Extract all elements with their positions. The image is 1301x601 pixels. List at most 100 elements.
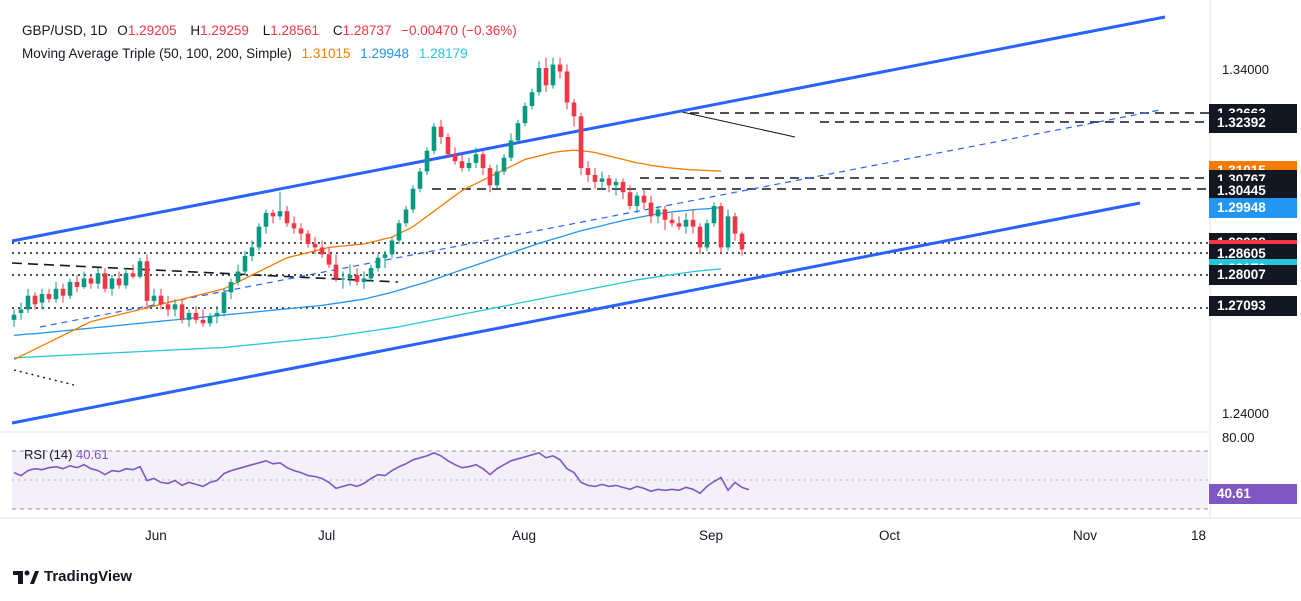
candle <box>683 212 689 234</box>
month-sep: Sep <box>699 528 724 543</box>
candle <box>361 271 367 289</box>
candle <box>39 288 45 310</box>
candle <box>60 283 66 303</box>
ma100-line <box>13 207 722 337</box>
candle <box>312 237 318 255</box>
candle-body <box>515 123 521 141</box>
candle-body <box>550 64 556 86</box>
candle <box>725 209 731 251</box>
candle-body <box>193 312 199 320</box>
candle <box>613 178 619 196</box>
ohlc-values: O1.29205 H1.29259 L1.28561 C1.28737 −0.0… <box>117 23 517 38</box>
candle <box>53 281 59 303</box>
candle <box>221 288 227 317</box>
candle-body <box>662 209 668 220</box>
candle-body <box>445 137 451 155</box>
candle-body <box>613 181 619 186</box>
candle <box>711 202 717 227</box>
candle-body <box>312 243 318 248</box>
candle <box>74 275 80 293</box>
channel-lower-line <box>11 201 1141 425</box>
ma50-line <box>13 149 722 361</box>
candle <box>46 288 52 303</box>
candle <box>242 250 248 275</box>
candle <box>739 231 745 256</box>
candle-body <box>536 68 542 93</box>
candle <box>172 299 178 317</box>
candle <box>718 202 724 255</box>
horizontal-levels[interactable] <box>11 111 1210 386</box>
candle-body <box>291 223 297 229</box>
candle-body <box>669 219 675 224</box>
candle <box>123 268 129 289</box>
candle-body <box>634 195 640 206</box>
candle-body <box>95 273 101 284</box>
price-tag-128007: 1.28007 <box>1209 264 1297 285</box>
candle-body <box>389 240 395 255</box>
candle-body <box>522 105 528 124</box>
candle <box>263 209 269 234</box>
candle-body <box>81 278 87 288</box>
candle-body <box>130 273 136 277</box>
candle-body <box>144 261 150 301</box>
candle-body <box>263 212 269 227</box>
candle-body <box>431 126 437 151</box>
candle-body <box>606 178 612 186</box>
candle <box>732 212 738 241</box>
candle <box>319 240 325 258</box>
candle-body <box>39 293 45 303</box>
candle-body <box>557 64 563 72</box>
candle <box>592 168 598 189</box>
candle-body <box>732 216 738 234</box>
candle <box>466 157 472 172</box>
price-tag-130445: 1.30445 <box>1209 180 1297 201</box>
candle <box>326 247 332 269</box>
candle <box>606 174 612 193</box>
candle <box>389 237 395 258</box>
candle <box>557 57 563 79</box>
candle-body <box>32 295 38 305</box>
candle <box>515 119 521 144</box>
candle-body <box>543 68 549 86</box>
candle-body <box>347 275 353 279</box>
candle <box>284 206 290 227</box>
candle-body <box>242 256 248 272</box>
candle <box>368 264 374 282</box>
candle-body <box>200 319 206 324</box>
trend-channel[interactable] <box>11 15 1166 425</box>
candle <box>424 147 430 175</box>
candle <box>438 119 444 144</box>
candle <box>95 268 101 289</box>
candle <box>410 185 416 213</box>
candle-body <box>165 304 171 310</box>
candle-body <box>564 71 570 103</box>
candle <box>578 112 584 175</box>
candle-body <box>333 264 339 279</box>
rsi-legend: RSI (14) 40.61 <box>24 447 109 462</box>
candle-body <box>718 206 724 248</box>
candle <box>480 150 486 175</box>
candle <box>291 216 297 234</box>
candle-body <box>711 206 717 224</box>
candle <box>459 154 465 172</box>
candle <box>697 223 703 255</box>
candle-body <box>466 162 472 169</box>
candle <box>627 185 633 210</box>
candle-body <box>18 309 24 313</box>
candle <box>270 209 276 224</box>
month-aug: Aug <box>512 528 537 543</box>
candle-body <box>375 257 381 269</box>
rsi-line <box>13 452 750 495</box>
tradingview-logo[interactable]: TradingView <box>13 568 132 585</box>
price-tag-129948: 1.29948 <box>1209 197 1297 218</box>
candle-body <box>340 278 346 280</box>
candle-body <box>690 219 696 227</box>
symbol-label: GBP/USD, 1D <box>22 23 108 38</box>
candle <box>634 192 640 213</box>
candle <box>11 309 17 327</box>
candle-body <box>585 168 591 175</box>
candle <box>529 88 535 110</box>
candle <box>347 264 353 286</box>
candle <box>494 164 500 189</box>
